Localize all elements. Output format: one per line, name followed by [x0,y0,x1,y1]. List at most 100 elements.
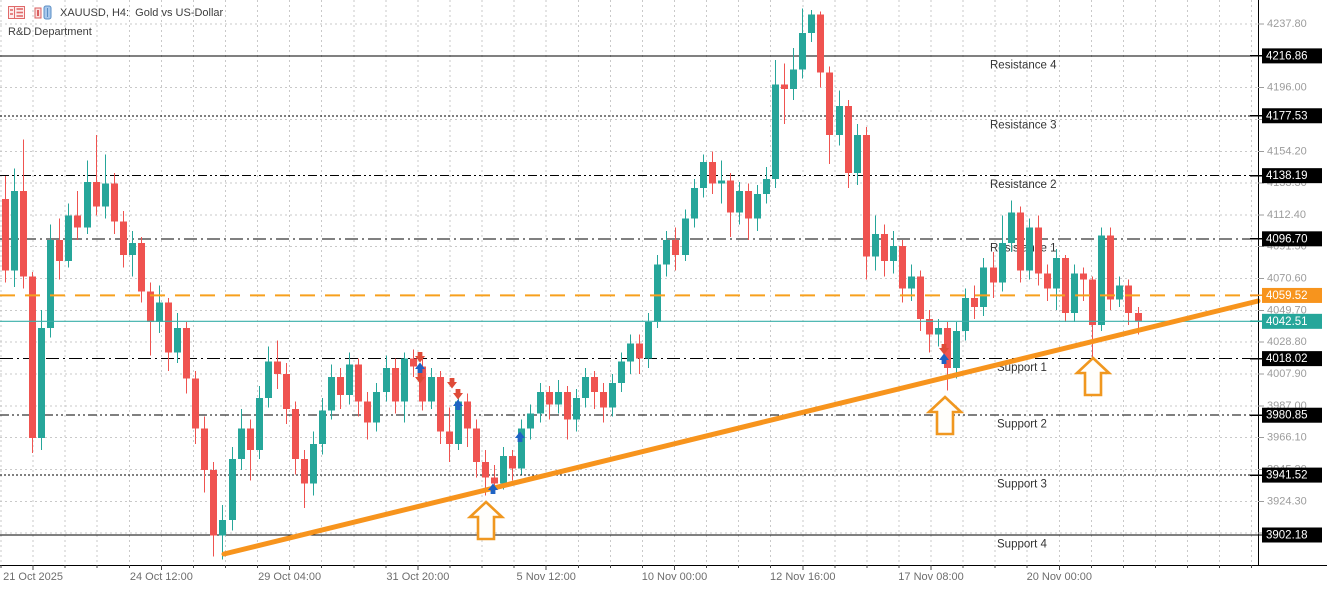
candle-down [355,364,362,402]
candle-down [301,459,308,484]
buy-signal-arrow-icon[interactable] [939,353,949,365]
candle-up [908,276,915,289]
candle-down [419,366,426,402]
candle-up [383,367,390,393]
price-axis[interactable]: 4237.804216.904196.004175.104154.204133.… [1250,0,1322,565]
candle-up [38,328,45,438]
time-axis[interactable]: 21 Oct 2025 24 Oct 12:00 29 Oct 04:00 31 Oc… [0,565,1327,583]
candle-up [772,84,779,179]
candle-down [709,162,716,184]
candle-up [582,376,589,399]
candle-down [446,431,453,444]
candle-down [111,183,118,222]
candle-down [636,343,643,359]
price-tag-support-2 [1262,407,1322,423]
candle-up [736,191,743,213]
candle-up [84,182,91,228]
sell-signal-arrow-icon[interactable] [453,389,463,400]
candle-down [183,328,190,379]
price-tag-support-1 [1262,351,1322,367]
candle-up [527,413,534,429]
candle-up [500,456,507,484]
candle-up [854,134,861,173]
price-tag-support-3 [1262,467,1322,483]
level-label: Support 4 [997,538,1047,550]
candle-up [537,392,544,414]
price-tick-label: 3966.10 [1267,432,1307,444]
price-tag-resistance-1 [1262,231,1322,247]
candle-down [337,376,344,396]
candle-up [790,69,797,90]
price-tag-support-2-text: 3980.85 [1266,410,1308,422]
time-tick-label: 24 Oct 12:00 [130,571,193,583]
candle-up [129,242,136,256]
level-label: Support 3 [997,479,1047,491]
buy-signal-arrow-icon[interactable] [453,399,463,411]
sell-signal-arrow-icon[interactable] [939,344,949,355]
candle-up [609,383,616,408]
candle-up [718,180,725,184]
candle-up [663,239,670,265]
price-tag-support-1-text: 4018.02 [1266,353,1308,365]
orange-up-arrow-icon[interactable] [1073,356,1113,397]
candle-down [600,392,607,408]
candle-down [247,428,254,451]
candle-down [1017,212,1024,271]
buy-signal-arrow-icon[interactable] [488,483,498,495]
orange-up-arrow-icon[interactable] [925,395,965,436]
candle-up [799,32,806,70]
bar-chart-icon[interactable] [34,5,52,20]
buy-signal-arrow-icon[interactable] [415,362,425,374]
price-tag-resistance-2-text: 4138.19 [1266,170,1308,182]
time-tick-label: 10 Nov 00:00 [642,571,707,583]
candle-down [482,462,489,478]
candle-up [219,520,226,536]
candle-up [555,392,562,405]
price-tag-resistance-4 [1262,48,1322,64]
sell-signal-arrow-icon[interactable] [447,378,457,389]
candle-down [120,221,127,256]
sell-signal-arrow-icon[interactable] [415,373,425,384]
candle-down [93,182,100,207]
price-tag-resistance-3-text: 4177.53 [1266,110,1308,122]
candle-up [645,322,652,359]
candle-down [392,367,399,402]
candle-down [1080,273,1087,280]
candle-up [700,162,707,189]
candle-down [138,242,145,292]
candle-up [1071,273,1078,313]
candle-down [926,319,933,335]
price-tick-label: 4196.00 [1267,82,1307,94]
buy-signal-arrow-icon[interactable] [515,431,525,443]
candle-down [1089,279,1096,326]
level-label: Resistance 4 [990,59,1057,71]
candle-down [781,84,788,90]
sell-signal-arrow-icon[interactable] [415,352,425,363]
orange-up-arrow-icon[interactable] [466,500,506,541]
candle-up [808,14,815,33]
candle-down [473,428,480,463]
candle-down [546,392,553,405]
candle-up [47,239,54,329]
candle-up [836,105,843,135]
candle-down [727,180,734,213]
tile-windows-icon[interactable] [8,5,26,20]
candle-up [1026,227,1033,271]
candle-up [573,398,580,420]
candle-up [654,264,661,323]
candle-up [682,218,689,256]
ascending-trendline[interactable] [221,298,1261,557]
price-tag-support-4 [1262,527,1322,543]
candle-down [201,428,208,470]
price-tag-resistance-2 [1262,168,1322,184]
level-label: Support 1 [997,362,1047,374]
candle-up [935,328,942,335]
candle-down [990,267,997,283]
candle-down [745,191,752,219]
candle-down [210,469,217,536]
candle-up [754,194,761,219]
level-label: Resistance 2 [990,179,1056,191]
candle-down [192,378,199,429]
candle-up [428,376,435,402]
